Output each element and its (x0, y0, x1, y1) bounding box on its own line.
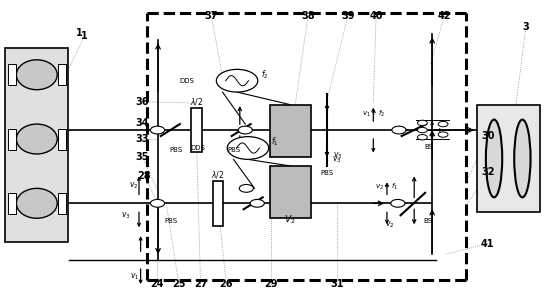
Text: 28: 28 (138, 171, 152, 181)
Bar (270, 166, 311, 218)
Bar (58, 129, 66, 150)
Text: $v_3$: $v_3$ (332, 155, 342, 165)
Text: 30: 30 (481, 131, 494, 141)
Text: $v_1$: $v_1$ (130, 271, 140, 282)
Circle shape (438, 132, 448, 137)
Text: 42: 42 (438, 11, 451, 22)
Text: $v_3$: $v_3$ (120, 210, 130, 221)
Text: 40: 40 (370, 11, 383, 22)
Text: $v_2$: $v_2$ (129, 180, 138, 191)
Text: 39: 39 (341, 11, 354, 22)
Circle shape (150, 199, 165, 207)
Bar (5, 48, 68, 242)
Circle shape (250, 199, 264, 207)
Circle shape (417, 120, 427, 126)
Text: $V_2$: $V_2$ (284, 213, 296, 226)
Ellipse shape (16, 60, 57, 90)
Text: 1: 1 (76, 28, 82, 38)
Bar (58, 193, 66, 214)
Circle shape (227, 137, 269, 159)
Text: DDS: DDS (191, 145, 205, 151)
Text: 35: 35 (136, 152, 149, 162)
Ellipse shape (16, 124, 57, 154)
Text: 34: 34 (136, 118, 149, 128)
Text: 24: 24 (150, 279, 164, 289)
Text: BS: BS (423, 218, 433, 224)
Circle shape (438, 121, 448, 127)
Text: $\lambda/2$: $\lambda/2$ (211, 170, 225, 180)
Circle shape (238, 126, 252, 134)
Text: $v_1+f_2$: $v_1+f_2$ (362, 109, 385, 119)
Text: $\lambda/2$: $\lambda/2$ (190, 96, 203, 107)
Text: 33: 33 (136, 134, 149, 144)
Text: PBS: PBS (320, 170, 334, 176)
Circle shape (417, 127, 427, 133)
Text: $v_3$: $v_3$ (333, 150, 343, 161)
Bar (8, 64, 16, 85)
Bar (8, 129, 16, 150)
Text: 29: 29 (264, 279, 277, 289)
Text: DDS: DDS (180, 78, 195, 84)
Circle shape (239, 184, 253, 192)
Text: 3: 3 (523, 22, 529, 32)
Text: $v_2$: $v_2$ (385, 219, 395, 230)
Text: PBS: PBS (169, 147, 183, 152)
Bar (213, 181, 223, 226)
Bar (477, 105, 540, 212)
Bar (270, 105, 311, 157)
Text: 27: 27 (194, 279, 207, 289)
Circle shape (216, 69, 258, 92)
Circle shape (391, 199, 405, 207)
Text: PBS: PBS (228, 147, 241, 152)
Text: 1: 1 (81, 31, 88, 41)
Text: 26: 26 (220, 279, 233, 289)
Text: 36: 36 (136, 97, 149, 107)
Bar (58, 64, 66, 85)
Circle shape (150, 126, 165, 134)
Ellipse shape (514, 120, 531, 197)
Text: 37: 37 (205, 11, 218, 22)
Text: 25: 25 (172, 279, 185, 289)
Ellipse shape (16, 188, 57, 218)
Text: 41: 41 (481, 239, 494, 249)
Text: $f_1$: $f_1$ (271, 136, 279, 148)
Text: 31: 31 (330, 279, 343, 289)
Circle shape (417, 135, 427, 140)
Text: 32: 32 (481, 167, 494, 177)
Text: 38: 38 (301, 11, 314, 22)
Text: PBS: PBS (164, 218, 177, 224)
Text: $v_2+f_1$: $v_2+f_1$ (376, 182, 398, 192)
Circle shape (392, 126, 406, 134)
Text: BS: BS (425, 144, 434, 150)
Ellipse shape (486, 120, 502, 197)
Text: $f_2$: $f_2$ (261, 68, 268, 81)
Bar (191, 108, 202, 152)
Bar (8, 193, 16, 214)
